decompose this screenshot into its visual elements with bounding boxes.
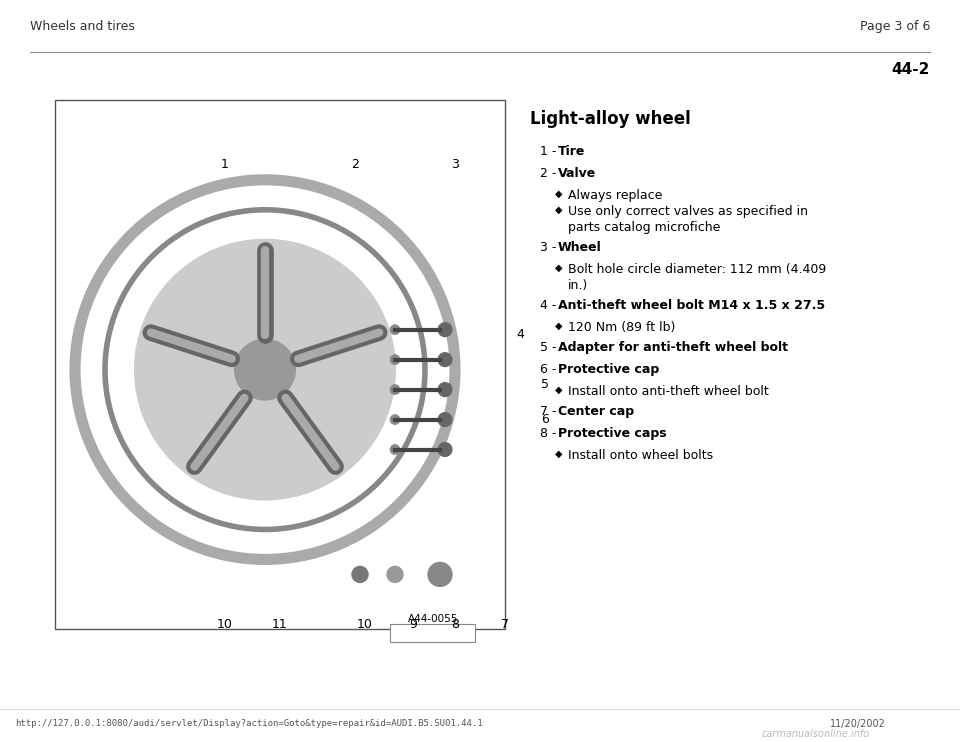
Text: 3 -: 3 - xyxy=(540,240,561,254)
Text: ◆: ◆ xyxy=(555,263,563,273)
Text: 9: 9 xyxy=(409,618,417,631)
Text: ◆: ◆ xyxy=(555,321,563,331)
Circle shape xyxy=(390,415,400,424)
Text: ◆: ◆ xyxy=(555,205,563,214)
Text: 1 -: 1 - xyxy=(540,145,561,158)
Text: Always replace: Always replace xyxy=(568,188,662,202)
Text: 5: 5 xyxy=(541,378,549,391)
Text: Protective cap: Protective cap xyxy=(558,363,660,375)
Text: 3: 3 xyxy=(451,158,459,171)
Text: Protective caps: Protective caps xyxy=(558,427,666,439)
Text: 4: 4 xyxy=(516,328,524,341)
Circle shape xyxy=(390,325,400,335)
Circle shape xyxy=(235,340,295,400)
Text: Light-alloy wheel: Light-alloy wheel xyxy=(530,110,691,128)
Text: Anti-theft wheel bolt M14 x 1.5 x 27.5: Anti-theft wheel bolt M14 x 1.5 x 27.5 xyxy=(558,299,826,312)
Text: 10: 10 xyxy=(357,618,372,631)
Bar xyxy=(390,624,475,643)
Circle shape xyxy=(428,562,452,586)
Circle shape xyxy=(438,323,452,337)
Text: http://127.0.0.1:8080/audi/servlet/Display?action=Goto&type=repair&id=AUDI.B5.SU: http://127.0.0.1:8080/audi/servlet/Displ… xyxy=(15,719,483,728)
Text: 8 -: 8 - xyxy=(540,427,561,439)
Text: 8: 8 xyxy=(451,618,459,631)
Circle shape xyxy=(438,383,452,396)
Circle shape xyxy=(390,444,400,455)
Text: Bolt hole circle diameter: 112 mm (4.409: Bolt hole circle diameter: 112 mm (4.409 xyxy=(568,263,827,276)
Text: 7 -: 7 - xyxy=(540,404,561,418)
Text: Tire: Tire xyxy=(558,145,586,158)
Bar xyxy=(55,100,505,629)
Text: Center cap: Center cap xyxy=(558,404,635,418)
Text: parts catalog microfiche: parts catalog microfiche xyxy=(568,221,720,234)
Text: 4 -: 4 - xyxy=(540,299,561,312)
Text: in.): in.) xyxy=(568,279,588,292)
Text: ◆: ◆ xyxy=(555,449,563,459)
Circle shape xyxy=(390,384,400,395)
Circle shape xyxy=(438,413,452,427)
Text: 6: 6 xyxy=(541,413,549,426)
Text: Use only correct valves as specified in: Use only correct valves as specified in xyxy=(568,205,808,218)
Circle shape xyxy=(438,442,452,456)
Text: Install onto anti-theft wheel bolt: Install onto anti-theft wheel bolt xyxy=(568,384,769,398)
Text: 5 -: 5 - xyxy=(540,341,561,354)
Text: A44-0055: A44-0055 xyxy=(408,614,458,624)
Text: 10: 10 xyxy=(217,618,233,631)
Text: Page 3 of 6: Page 3 of 6 xyxy=(859,20,930,33)
Text: Wheel: Wheel xyxy=(558,240,602,254)
Text: ◆: ◆ xyxy=(555,188,563,199)
Text: Install onto wheel bolts: Install onto wheel bolts xyxy=(568,449,713,462)
Text: 6 -: 6 - xyxy=(540,363,561,375)
Text: Adapter for anti-theft wheel bolt: Adapter for anti-theft wheel bolt xyxy=(558,341,788,354)
Circle shape xyxy=(387,566,403,582)
Circle shape xyxy=(438,352,452,367)
Circle shape xyxy=(352,566,368,582)
Text: Wheels and tires: Wheels and tires xyxy=(30,20,134,33)
Text: 44-2: 44-2 xyxy=(892,62,930,77)
Text: 1: 1 xyxy=(221,158,228,171)
Text: 120 Nm (89 ft lb): 120 Nm (89 ft lb) xyxy=(568,321,676,334)
Text: 2 -: 2 - xyxy=(540,167,561,180)
Text: 7: 7 xyxy=(501,618,509,631)
Circle shape xyxy=(135,240,395,499)
Text: 11/20/2002: 11/20/2002 xyxy=(830,719,886,729)
Text: carmanualsonline.info: carmanualsonline.info xyxy=(762,729,870,739)
Circle shape xyxy=(390,355,400,364)
Text: 2: 2 xyxy=(351,158,359,171)
Text: ◆: ◆ xyxy=(555,384,563,395)
Text: Valve: Valve xyxy=(558,167,596,180)
Text: 11: 11 xyxy=(272,618,288,631)
